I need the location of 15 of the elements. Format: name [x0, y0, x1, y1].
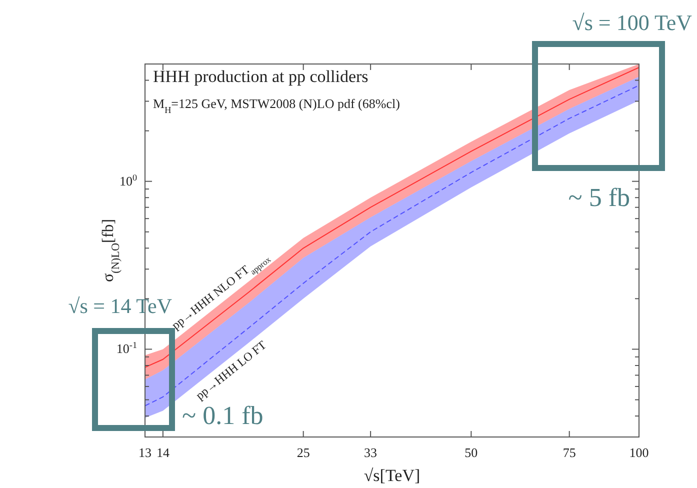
annotation: ~ 5 fb	[568, 183, 630, 212]
x-tick-label: 75	[562, 445, 576, 460]
y-tick-label: 10$^{0}$	[119, 172, 138, 188]
x-axis-title: √s[TeV]	[364, 466, 420, 485]
x-tick-label: 50	[464, 445, 478, 460]
text: M$_{H}$=125 GeV, MSTW2008 (N)LO pdf (68%cl)	[153, 96, 400, 115]
x-tick-label: 14	[156, 445, 170, 460]
x-tick-label: 25	[296, 445, 310, 460]
chart-title: HHH production at pp colliders	[153, 67, 368, 86]
x-tick-label: 100	[629, 445, 649, 460]
annotation: ~ 0.1 fb	[182, 401, 264, 430]
text: √s = 100 TeV	[572, 10, 692, 35]
y-tick-label: 10$^{-1}$	[116, 340, 137, 356]
x-tick-label: 33	[364, 445, 378, 460]
x-tick-label: 13	[138, 445, 152, 460]
